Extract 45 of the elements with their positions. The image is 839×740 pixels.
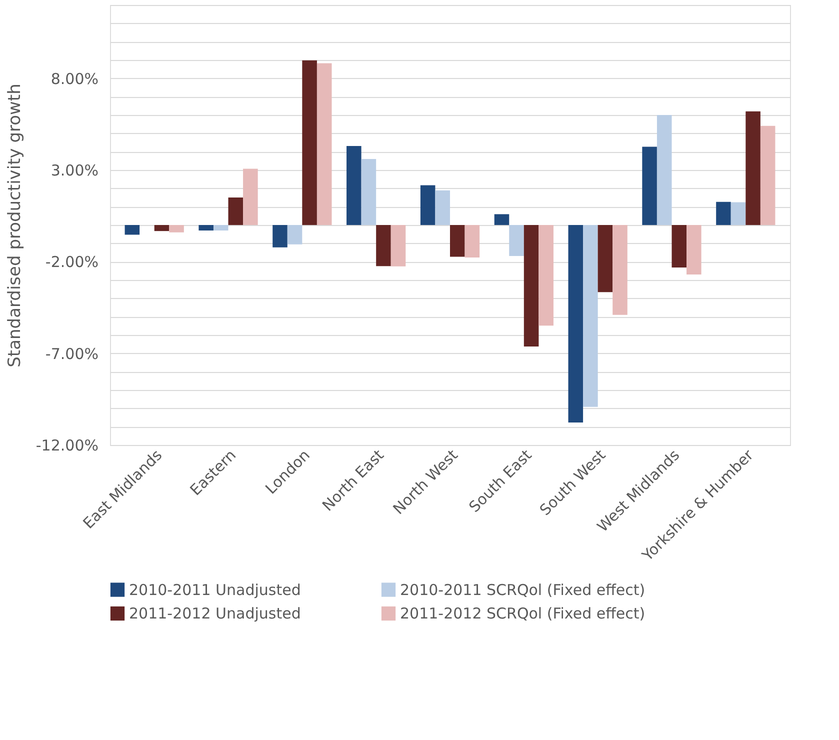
bar — [376, 225, 391, 266]
bar — [746, 111, 760, 225]
bar — [538, 225, 554, 326]
bar — [716, 202, 731, 225]
bar — [464, 225, 480, 258]
bar — [509, 225, 524, 256]
bar — [154, 225, 170, 232]
bar — [598, 225, 613, 292]
bar — [287, 225, 302, 244]
bar — [272, 225, 288, 248]
y-tick-label: 3.00% — [50, 162, 98, 180]
y-tick-label: -12.00% — [36, 436, 98, 454]
bar — [524, 225, 539, 347]
bar — [642, 146, 657, 225]
bar — [243, 168, 258, 225]
bar — [656, 115, 672, 225]
bar — [760, 126, 776, 225]
y-tick-label: -2.00% — [45, 253, 98, 272]
bar — [124, 225, 140, 235]
bar — [361, 159, 376, 225]
bar — [316, 63, 332, 225]
bar — [198, 225, 214, 230]
y-tick-label: -7.00% — [45, 344, 98, 363]
legend-label: 2011-2012 Unadjusted — [129, 604, 301, 622]
legend-label: 2010-2011 SCRQol (Fixed effect) — [400, 580, 646, 599]
bar — [346, 146, 362, 225]
bar — [169, 225, 184, 232]
bar — [672, 225, 687, 268]
bar — [420, 185, 436, 225]
bar — [612, 225, 628, 315]
legend-label: 2010-2011 Unadjusted — [129, 580, 301, 599]
bar — [494, 214, 510, 225]
bar — [730, 202, 746, 225]
bar — [450, 225, 465, 257]
bar — [302, 60, 317, 225]
bar — [390, 225, 406, 266]
bar — [435, 190, 450, 225]
bar — [568, 225, 584, 422]
bar — [583, 225, 598, 407]
bar — [686, 225, 702, 274]
bar — [228, 198, 244, 225]
legend-label: 2011-2012 SCRQol (Fixed effect) — [400, 604, 646, 622]
bar — [213, 225, 228, 230]
y-tick-label: 8.00% — [50, 70, 98, 88]
y-axis-title: Standardised productivity growth — [4, 84, 25, 368]
